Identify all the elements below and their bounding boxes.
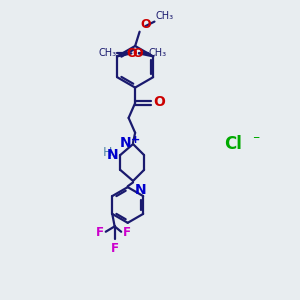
Text: O: O — [126, 47, 137, 60]
Text: Cl: Cl — [224, 135, 242, 153]
Text: F: F — [123, 226, 131, 239]
Text: F: F — [96, 226, 104, 239]
Text: CH₃: CH₃ — [155, 11, 173, 21]
Text: N: N — [106, 148, 118, 162]
Text: N: N — [120, 136, 131, 150]
Text: O: O — [133, 47, 143, 60]
Text: O: O — [140, 17, 151, 31]
Text: N: N — [134, 183, 146, 197]
Text: +: + — [131, 135, 140, 145]
Text: O: O — [153, 95, 165, 109]
Text: CH₃: CH₃ — [149, 48, 167, 59]
Text: CH₃: CH₃ — [99, 48, 117, 59]
Text: ⁻: ⁻ — [252, 133, 259, 147]
Text: H: H — [103, 146, 112, 159]
Text: F: F — [111, 242, 119, 255]
